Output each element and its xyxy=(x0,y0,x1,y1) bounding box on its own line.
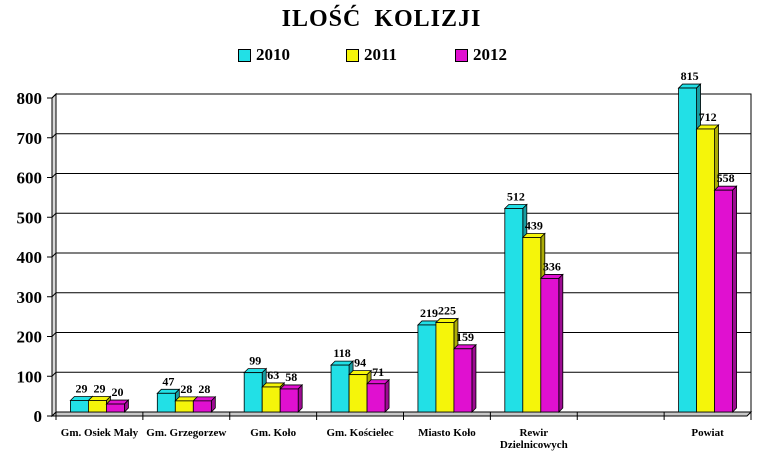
x-tick-label: Powiat xyxy=(691,427,724,439)
gridline-side xyxy=(51,332,57,337)
y-tick-label: 300 xyxy=(17,288,43,307)
legend: 2010 2011 2012 xyxy=(0,45,763,69)
data-label: 118 xyxy=(333,346,350,360)
gridline-side xyxy=(51,371,57,377)
data-label: 336 xyxy=(543,259,561,273)
bar-2010 xyxy=(156,392,176,413)
data-label: 28 xyxy=(198,382,210,396)
bar-side xyxy=(384,378,390,413)
x-tick-label: Gm. Koło xyxy=(250,427,296,439)
bar-2012 xyxy=(453,348,473,413)
bar-side xyxy=(471,343,477,413)
x-tick-label: Dzielnicowych xyxy=(500,439,568,451)
y-tick-label: 500 xyxy=(17,208,43,227)
bar-2010 xyxy=(70,400,89,413)
bar-2010 xyxy=(504,208,524,413)
legend-swatch-2010 xyxy=(238,48,251,62)
legend-swatch-2012 xyxy=(455,48,468,62)
gridline-side xyxy=(51,252,57,258)
data-label: 47 xyxy=(162,374,174,388)
data-label: 558 xyxy=(717,171,735,185)
x-tick-label: Gm. Osiek Mały xyxy=(61,427,139,439)
bar-2010 xyxy=(330,364,350,413)
gridline-side xyxy=(51,212,57,218)
gridline-side xyxy=(51,292,57,298)
plot-floor xyxy=(50,411,753,417)
bar-2012 xyxy=(279,388,299,413)
gridline-side xyxy=(51,93,57,99)
y-tick-label: 800 xyxy=(17,89,43,108)
bar-side xyxy=(297,383,303,413)
bar-2012 xyxy=(540,278,560,413)
data-label: 815 xyxy=(681,69,699,83)
data-label: 29 xyxy=(75,381,87,395)
x-tick-label: Rewir xyxy=(519,427,548,439)
data-label: 63 xyxy=(267,368,279,382)
bar-2012 xyxy=(366,383,386,413)
bar-2010 xyxy=(417,324,437,413)
y-tick-label: 200 xyxy=(17,328,43,347)
chart-title: ILOŚĆ KOLIZJI xyxy=(281,6,482,32)
y-tick-label: 400 xyxy=(17,248,43,267)
bar-2012 xyxy=(714,189,733,413)
data-label: 99 xyxy=(249,354,261,368)
legend-item-2012: 2012 xyxy=(455,45,507,65)
x-tick-label: Gm. Kościelec xyxy=(326,427,393,439)
x-tick-label: Gm. Grzegorzew xyxy=(146,427,226,439)
legend-label-2012: 2012 xyxy=(473,45,507,64)
legend-label-2011: 2011 xyxy=(364,45,398,64)
x-tick-label: Miasto Koło xyxy=(418,427,476,439)
data-label: 512 xyxy=(507,189,525,203)
gridline-side xyxy=(51,133,57,139)
bar-2011 xyxy=(348,374,368,413)
bar-2011 xyxy=(88,400,107,413)
data-label: 225 xyxy=(438,304,456,318)
data-label: 58 xyxy=(285,370,297,384)
bar-side xyxy=(732,185,737,413)
y-tick-label: 100 xyxy=(17,367,43,386)
data-label: 712 xyxy=(699,110,717,124)
bar-2011 xyxy=(261,386,281,413)
bar-2010 xyxy=(243,372,263,413)
bar-2012 xyxy=(192,400,212,413)
data-label: 439 xyxy=(525,218,543,232)
data-label: 71 xyxy=(372,365,384,379)
bar-2012 xyxy=(106,403,125,413)
legend-swatch-2011 xyxy=(346,48,359,62)
y-tick-label: 700 xyxy=(17,129,43,148)
bar-2011 xyxy=(435,322,455,413)
bar-2011 xyxy=(174,400,194,413)
data-label: 219 xyxy=(420,306,438,320)
legend-item-2011: 2011 xyxy=(346,45,397,65)
legend-item-2010: 2010 xyxy=(238,45,290,65)
data-label: 94 xyxy=(354,356,366,370)
y-tick-label: 0 xyxy=(34,407,43,426)
y-tick-label: 600 xyxy=(17,169,43,188)
legend-label-2010: 2010 xyxy=(256,45,290,64)
data-label: 159 xyxy=(456,330,474,344)
data-label: 28 xyxy=(180,382,192,396)
data-label: 29 xyxy=(93,381,105,395)
bar-side xyxy=(558,273,564,413)
data-label: 20 xyxy=(111,385,123,399)
gridline-side xyxy=(51,173,57,178)
bar-2011 xyxy=(696,128,715,413)
bar-2010 xyxy=(678,87,697,413)
bar-2011 xyxy=(522,237,542,413)
